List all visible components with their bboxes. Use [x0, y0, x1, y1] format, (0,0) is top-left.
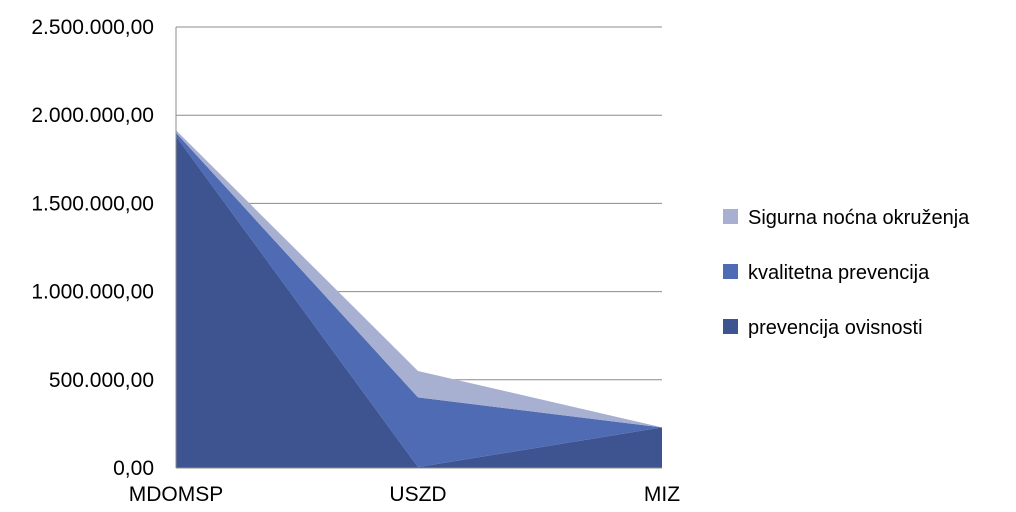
- y-tick-label: 2.000.000,00: [31, 104, 154, 127]
- legend-label: Sigurna noćna okruženja: [748, 207, 970, 229]
- x-tick-label: MDOMSP: [129, 483, 224, 506]
- area-series-1: [176, 136, 662, 468]
- area-series-group: [176, 130, 662, 468]
- y-tick-label: 1.500.000,00: [31, 192, 154, 215]
- axes: [175, 27, 662, 469]
- legend-label: prevencija ovisnosti: [748, 317, 923, 339]
- legend-swatch: [723, 209, 738, 224]
- legend-label: kvalitetna prevencija: [748, 262, 930, 284]
- x-tick-label: USZD: [389, 483, 446, 506]
- x-tick-label: MIZ: [644, 483, 680, 506]
- x-axis-tick-labels: MDOMSP USZD MIZ: [129, 483, 680, 506]
- area-series-2: [176, 132, 662, 468]
- legend-swatch: [723, 319, 738, 334]
- legend-swatch: [723, 264, 738, 279]
- y-tick-label: 500.000,00: [49, 369, 154, 392]
- y-axis-tick-labels: 0,00 500.000,00 1.000.000,00 1.500.000,00 2.…: [31, 16, 154, 480]
- y-tick-label: 2.500.000,00: [31, 16, 154, 39]
- y-tick-label: 1.000.000,00: [31, 281, 154, 304]
- legend: Sigurna noćna okruženja kvalitetna preven…: [723, 207, 970, 339]
- y-tick-label: 0,00: [113, 457, 154, 480]
